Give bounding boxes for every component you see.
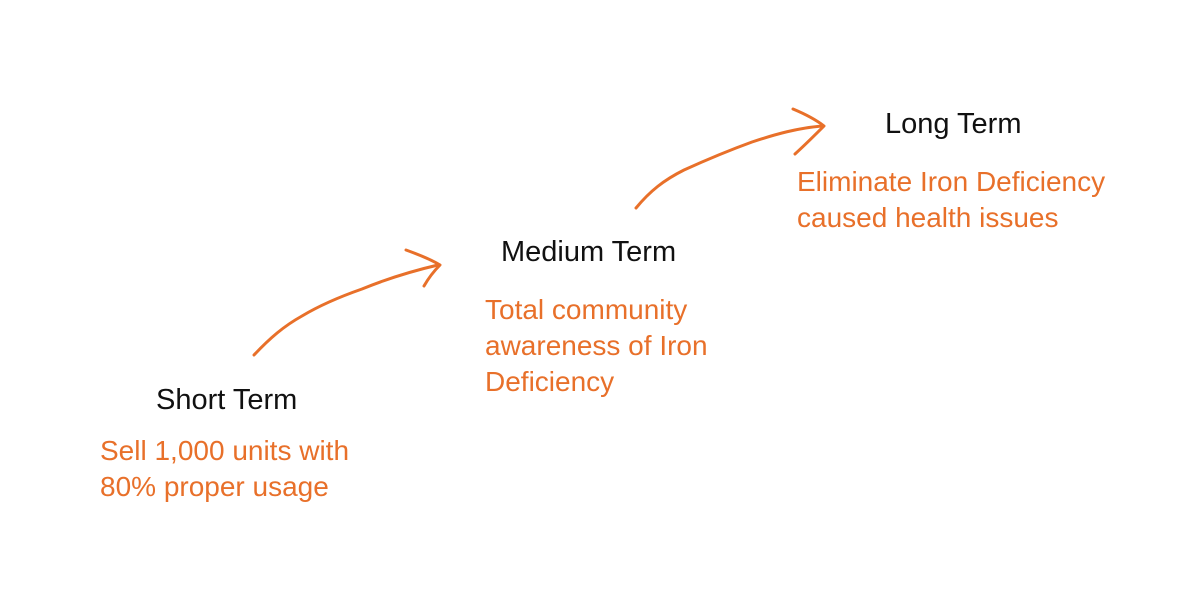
stage-title-medium-term: Medium Term [501, 236, 677, 268]
stage-description-short-term: Sell 1,000 units with 80% proper usage [100, 433, 349, 505]
stage-title-short-term: Short Term [156, 384, 298, 416]
stage-description-line: Eliminate Iron Deficiency [797, 166, 1106, 197]
stage-description-line: 80% proper usage [100, 471, 329, 502]
stage-description-line: caused health issues [797, 202, 1059, 233]
arrow-short-to-medium-shaft [252, 263, 440, 357]
stage-title-long-term: Long Term [885, 108, 1022, 140]
stage-description-line: Total community [485, 294, 688, 325]
stage-description-line: Sell 1,000 units with [100, 435, 350, 466]
stage-description-long-term: Eliminate Iron Deficiency caused health … [797, 164, 1105, 236]
arrow-medium-to-long-shaft [634, 124, 824, 210]
stage-description-line: Deficiency [485, 366, 615, 397]
arrow-short-to-medium-head [404, 248, 442, 288]
arrow-medium-to-long [634, 107, 826, 210]
arrow-short-to-medium [252, 248, 442, 357]
arrow-medium-to-long-head [791, 107, 826, 156]
stage-description-medium-term: Total community awareness of Iron Defici… [485, 292, 708, 400]
stage-description-line: awareness of Iron [485, 330, 708, 361]
